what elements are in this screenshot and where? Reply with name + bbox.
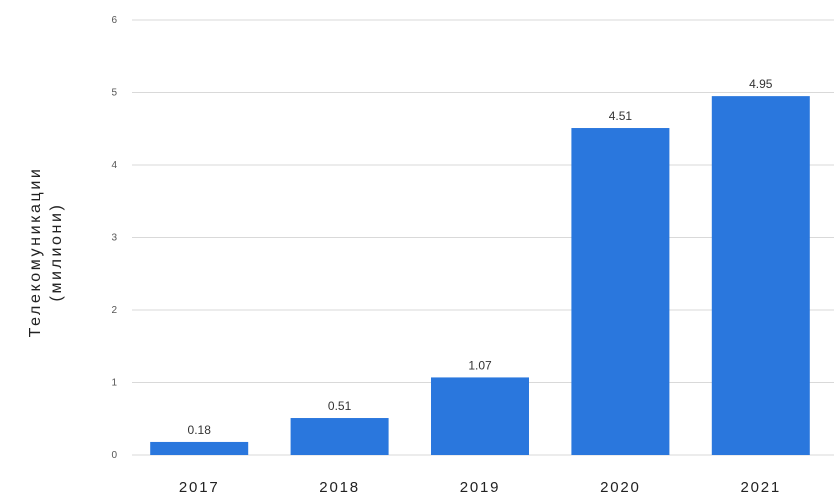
bar: [711, 96, 810, 455]
gridlines: [132, 19, 834, 456]
y-tick-label: 1: [111, 378, 117, 389]
x-tick-label: 2017: [179, 479, 220, 493]
y-tick-label: 4: [111, 160, 117, 171]
bar-value-label: 4.95: [749, 77, 773, 91]
bar: [571, 128, 670, 455]
bar-value-label: 4.51: [609, 109, 633, 123]
y-tick-label: 6: [111, 15, 117, 26]
bar-value-label: 1.07: [468, 358, 492, 372]
y-tick-label: 2: [111, 305, 117, 316]
x-tick-label: 2021: [741, 479, 782, 493]
value-labels: 0.18 0.51 1.07 4.51 4.95: [188, 77, 773, 437]
bar-value-label: 0.51: [328, 399, 352, 413]
y-tick-label: 0: [111, 450, 117, 461]
x-tick-label: 2018: [319, 479, 360, 493]
y-axis-ticks: 0 1 2 3 4 5 6: [111, 15, 117, 461]
bar: [290, 418, 389, 455]
bars: [150, 96, 810, 455]
bar-value-label: 0.18: [188, 423, 212, 437]
x-tick-label: 2019: [460, 479, 501, 493]
x-axis-ticks: 2017 2018 2019 2020 2021: [179, 479, 782, 493]
y-tick-label: 3: [111, 233, 117, 244]
x-tick-label: 2020: [600, 479, 641, 493]
y-tick-label: 5: [111, 88, 117, 99]
bar: [150, 441, 249, 455]
bar: [431, 377, 529, 455]
